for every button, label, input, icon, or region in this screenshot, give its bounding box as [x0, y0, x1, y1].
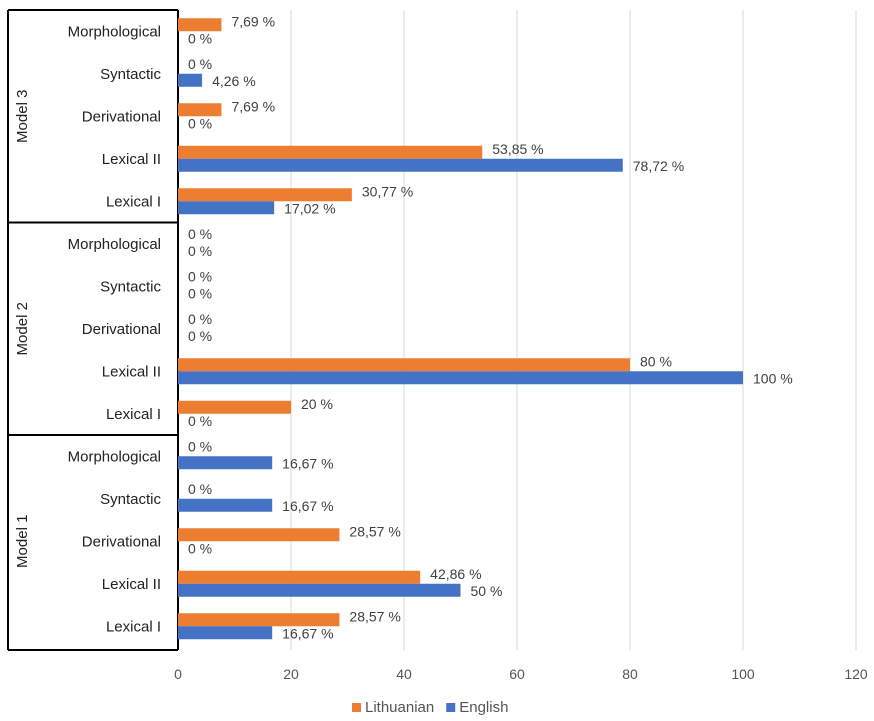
bar-english — [178, 201, 275, 215]
data-label: 42,86 % — [430, 566, 481, 582]
data-label: 0 % — [188, 56, 212, 72]
category-label: Morphological — [68, 448, 161, 465]
bar-lithuanian — [178, 188, 352, 202]
legend-label: Lithuanian — [365, 699, 434, 716]
category-label: Derivational — [82, 108, 161, 125]
data-label: 80 % — [640, 353, 672, 369]
data-label: 0 % — [188, 268, 212, 284]
category-label: Morphological — [68, 236, 161, 253]
category-label: Syntactic — [100, 66, 161, 83]
data-label: 0 % — [188, 226, 212, 242]
legend-swatch-lithuanian — [352, 703, 361, 712]
bar-english — [178, 158, 623, 172]
data-label: 16,67 % — [282, 625, 333, 641]
data-label: 0 % — [188, 285, 212, 301]
category-label: Derivational — [82, 533, 161, 550]
category-label: Syntactic — [100, 491, 161, 508]
bar-lithuanian — [178, 358, 630, 372]
bar-english — [178, 583, 461, 597]
group-labels: Model 3 Model 2 Model 1 — [14, 90, 31, 568]
bar-english — [178, 371, 743, 385]
bar-lithuanian — [178, 18, 222, 32]
category-label: Lexical II — [102, 363, 161, 380]
x-tick-label: 60 — [509, 666, 525, 682]
data-label: 53,85 % — [492, 141, 543, 157]
data-label: 20 % — [301, 396, 333, 412]
category-label: Derivational — [82, 321, 161, 338]
data-label: 0 % — [188, 438, 212, 454]
x-tick-label: 80 — [622, 666, 638, 682]
x-tick-label: 120 — [844, 666, 868, 682]
category-label: Morphological — [68, 23, 161, 40]
category-labels: Morphological Syntactic Derivational Lexica… — [68, 23, 162, 635]
gridlines — [290, 10, 857, 650]
bar-lithuanian — [178, 528, 340, 542]
x-tick-label: 100 — [731, 666, 755, 682]
data-label: 100 % — [753, 370, 793, 386]
legend-label: English — [459, 699, 508, 716]
bar-english — [178, 626, 273, 640]
legend: Lithuanian English — [352, 699, 508, 716]
bars — [178, 18, 743, 640]
data-label: 17,02 % — [284, 200, 335, 216]
category-label: Lexical II — [102, 576, 161, 593]
data-label: 50 % — [471, 583, 503, 599]
category-axis-frame — [7, 9, 179, 651]
data-label: 0 % — [188, 413, 212, 429]
data-label: 16,67 % — [282, 498, 333, 514]
data-label: 0 % — [188, 30, 212, 46]
data-label: 7,69 % — [231, 98, 275, 114]
group-label: Model 3 — [14, 90, 31, 143]
category-label: Syntactic — [100, 278, 161, 295]
bar-lithuanian — [178, 400, 291, 414]
group-label: Model 2 — [14, 302, 31, 355]
bar-english — [178, 73, 203, 87]
bar-lithuanian — [178, 613, 340, 627]
category-label: Lexical I — [106, 618, 161, 635]
bar-lithuanian — [178, 145, 483, 159]
x-tick-label: 0 — [174, 666, 182, 682]
data-label: 0 % — [188, 311, 212, 327]
data-label: 7,69 % — [231, 13, 275, 29]
data-labels: 7,69 %0 %0 %4,26 %7,69 %0 %53,85 %78,72 … — [188, 13, 793, 641]
data-label: 0 % — [188, 243, 212, 259]
data-label: 0 % — [188, 115, 212, 131]
category-label: Lexical I — [106, 193, 161, 210]
x-tick-label: 40 — [396, 666, 412, 682]
bar-lithuanian — [178, 570, 421, 584]
bar-english — [178, 498, 273, 512]
bar-lithuanian — [178, 103, 222, 117]
data-label: 78,72 % — [633, 158, 684, 174]
data-label: 28,57 % — [349, 608, 400, 624]
data-label: 16,67 % — [282, 455, 333, 471]
category-label: Lexical II — [102, 151, 161, 168]
x-axis-tick-labels: 0 20 40 60 80 100 120 — [174, 666, 868, 682]
data-label: 0 % — [188, 540, 212, 556]
group-label: Model 1 — [14, 515, 31, 568]
x-tick-label: 20 — [283, 666, 299, 682]
data-label: 4,26 % — [212, 73, 256, 89]
legend-swatch-english — [446, 703, 456, 712]
data-label: 0 % — [188, 328, 212, 344]
bar-english — [178, 456, 273, 470]
data-label: 28,57 % — [349, 523, 400, 539]
category-label: Lexical I — [106, 406, 161, 423]
data-label: 30,77 % — [362, 183, 413, 199]
data-label: 0 % — [188, 481, 212, 497]
